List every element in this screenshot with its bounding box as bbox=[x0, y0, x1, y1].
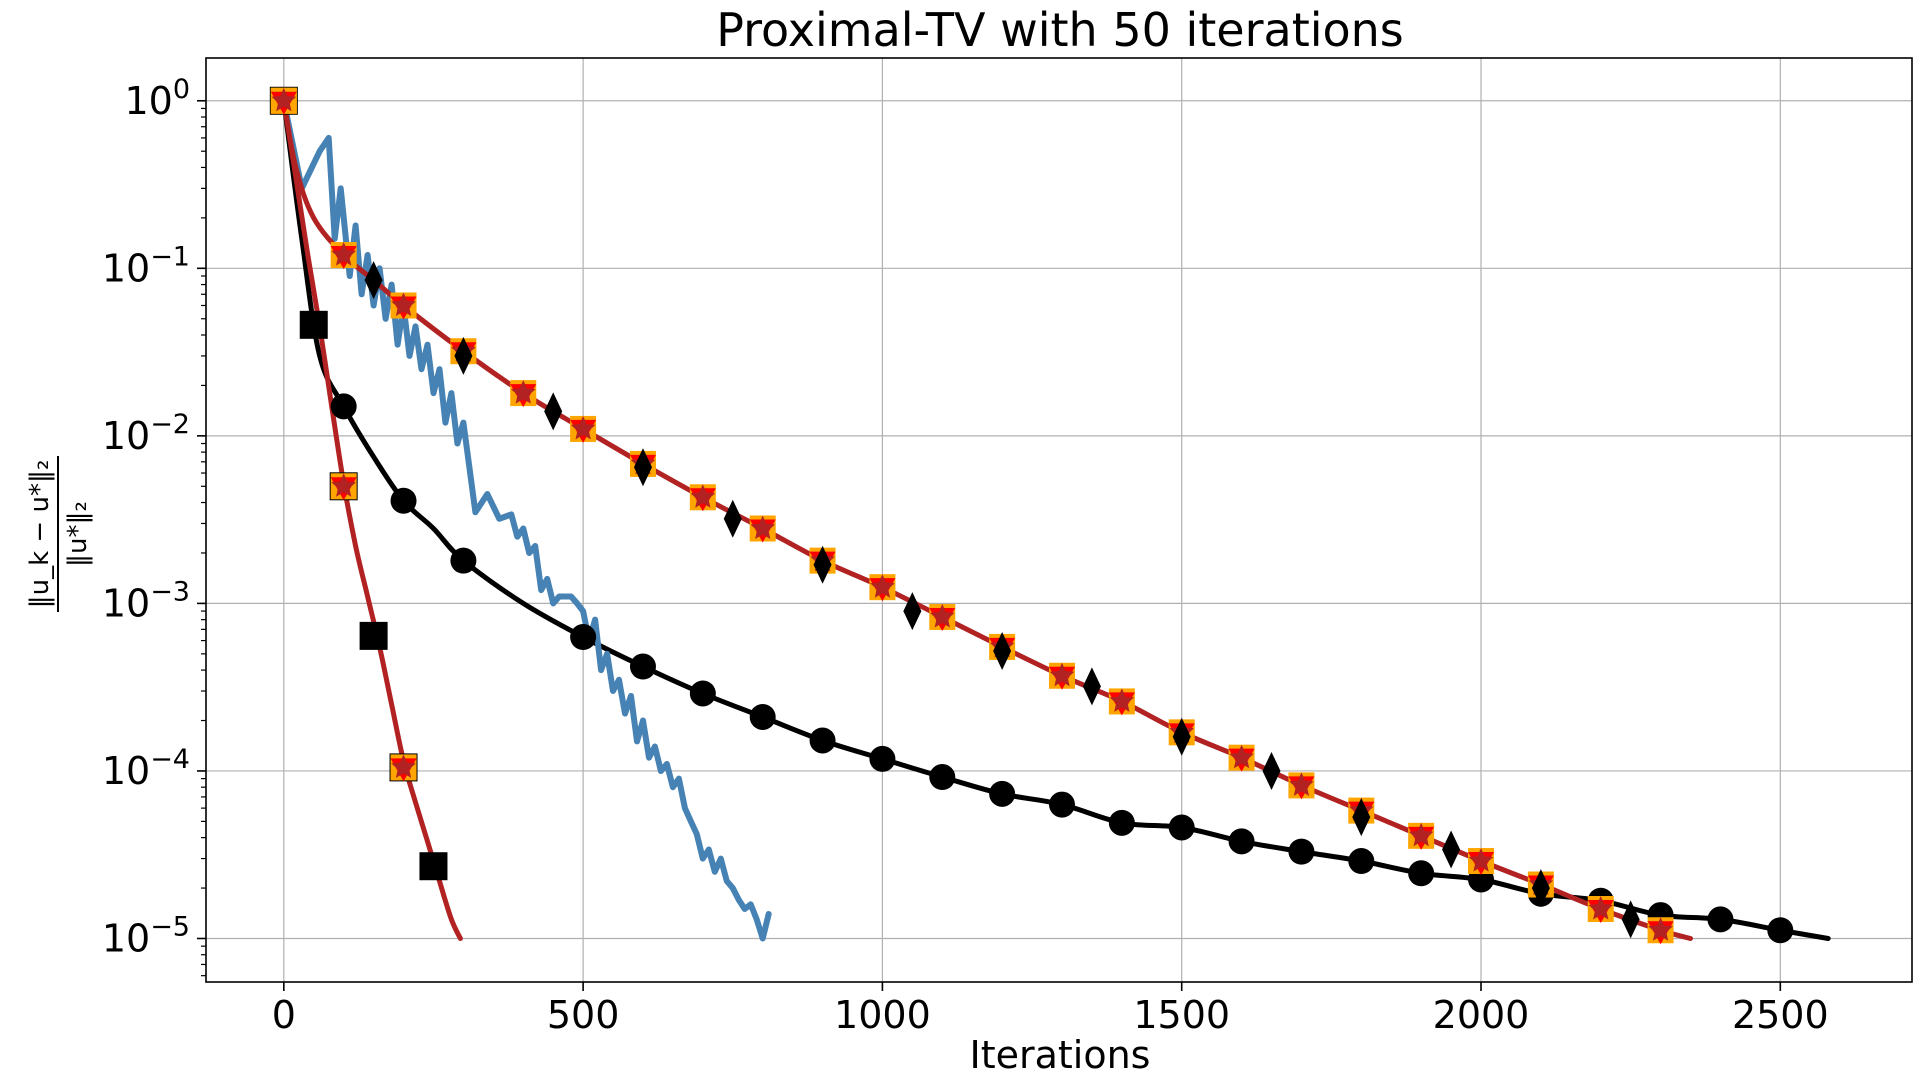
data-point-star bbox=[929, 604, 955, 628]
x-tick-label: 500 bbox=[547, 993, 620, 1037]
data-point-circle bbox=[809, 727, 836, 754]
data-point-diamond bbox=[633, 448, 652, 487]
chart-title: Proximal-TV with 50 iterations bbox=[716, 3, 1404, 57]
data-point-star bbox=[331, 473, 356, 497]
data-point-star bbox=[1408, 822, 1434, 847]
data-point-circle bbox=[1168, 814, 1195, 841]
data-point-star bbox=[510, 380, 536, 404]
data-point-star bbox=[391, 292, 416, 316]
data-point-circle bbox=[1348, 848, 1375, 875]
data-point-circle bbox=[330, 393, 357, 420]
data-point-star bbox=[1468, 848, 1494, 872]
data-point-diamond bbox=[1442, 830, 1461, 869]
data-point-diamond bbox=[813, 545, 832, 584]
data-point-star bbox=[331, 242, 356, 266]
data-point-diamond bbox=[1621, 900, 1640, 939]
data-point-circle bbox=[1228, 828, 1255, 855]
data-point-star bbox=[1049, 662, 1075, 687]
data-point-square bbox=[299, 310, 328, 339]
plot-frame bbox=[205, 57, 1913, 983]
data-point-diamond bbox=[1172, 717, 1191, 756]
data-point-circle bbox=[1108, 809, 1135, 836]
data-point-diamond bbox=[1531, 869, 1550, 908]
data-point-circle bbox=[1767, 917, 1794, 944]
data-point-star bbox=[690, 484, 716, 508]
data-point-square bbox=[419, 852, 448, 881]
data-point-star bbox=[1109, 688, 1135, 712]
data-point-diamond bbox=[903, 592, 922, 631]
data-point-circle bbox=[749, 703, 776, 730]
y-tick-label: 10−2 bbox=[102, 409, 190, 458]
y-tick-label: 10−5 bbox=[102, 911, 190, 960]
data-point-circle bbox=[629, 653, 656, 680]
series-markers bbox=[269, 86, 1794, 945]
data-point-circle bbox=[869, 745, 896, 772]
y-axis-label: ‖u_k − u*‖₂ ‖u*‖₂ bbox=[25, 456, 93, 612]
data-point-circle bbox=[390, 487, 417, 514]
data-point-star bbox=[570, 415, 596, 440]
x-tick-label: 0 bbox=[272, 993, 296, 1037]
grid-lines bbox=[206, 58, 1912, 982]
data-point-circle bbox=[1048, 791, 1075, 818]
y-axis-label-denominator: ‖u*‖₂ bbox=[63, 501, 93, 567]
data-point-circle bbox=[929, 764, 956, 791]
data-point-star bbox=[750, 515, 776, 539]
data-point-diamond bbox=[1262, 751, 1281, 790]
data-point-circle bbox=[1408, 860, 1435, 887]
x-tick-label: 2000 bbox=[1433, 993, 1530, 1037]
y-tick-label: 100 bbox=[124, 74, 190, 123]
data-point-circle bbox=[989, 780, 1016, 807]
series-line-steelblue-noisy bbox=[280, 97, 772, 942]
data-point-diamond bbox=[723, 499, 742, 538]
y-tick-label: 10−4 bbox=[102, 744, 190, 793]
data-point-diamond bbox=[364, 261, 383, 300]
y-axis-label-numerator: ‖u_k − u*‖₂ bbox=[25, 460, 55, 609]
data-point-diamond bbox=[544, 392, 563, 431]
y-axis-ticks: 100 10−1 10−2 10−3 10−4 10−5 bbox=[102, 74, 206, 977]
data-point-star bbox=[1289, 772, 1314, 796]
data-point-star bbox=[1229, 744, 1254, 769]
data-point-star bbox=[391, 754, 416, 778]
x-tick-label: 1500 bbox=[1133, 993, 1230, 1037]
data-point-circle bbox=[450, 547, 477, 574]
x-tick-label: 2500 bbox=[1732, 993, 1829, 1037]
data-point-circle bbox=[1707, 906, 1734, 933]
data-point-star bbox=[1588, 896, 1614, 920]
data-point-circle bbox=[1288, 838, 1315, 865]
data-point-square bbox=[359, 621, 388, 650]
data-point-diamond bbox=[454, 336, 473, 375]
data-point-diamond bbox=[1082, 667, 1101, 706]
x-tick-label: 1000 bbox=[834, 993, 931, 1037]
data-point-circle bbox=[570, 624, 597, 651]
y-tick-label: 10−3 bbox=[102, 576, 190, 625]
x-axis-ticks: 0 500 1000 1500 2000 2500 bbox=[272, 982, 1829, 1037]
data-point-star bbox=[271, 87, 297, 112]
data-point-star bbox=[870, 574, 895, 598]
data-point-circle bbox=[689, 680, 716, 707]
x-axis-label: Iterations bbox=[970, 1033, 1151, 1077]
data-point-diamond bbox=[993, 631, 1012, 670]
y-tick-label: 10−1 bbox=[102, 241, 190, 290]
data-point-diamond bbox=[1352, 798, 1371, 837]
data-point-star bbox=[1648, 917, 1673, 941]
